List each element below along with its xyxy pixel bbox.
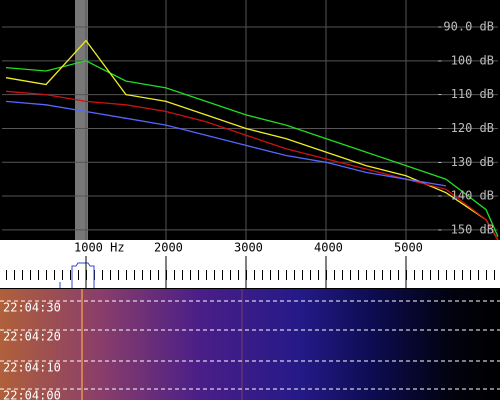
x-axis: 1000 Hz 2000 3000 4000 5000	[74, 241, 423, 288]
x-tick-label: 1000 Hz	[74, 241, 125, 255]
time-label: 22:04:30	[3, 301, 61, 315]
trace	[5, 100, 447, 187]
y-axis: -90.0 dB - 100 dB - 110 dB - 120 dB - 130 dB…	[436, 20, 494, 237]
y-tick-label: - 140 dB	[436, 189, 494, 203]
trace	[5, 60, 499, 237]
minor-ticks	[0, 268, 500, 288]
y-tick-label: - 120 dB	[436, 121, 494, 135]
y-tick-label: - 100 dB	[436, 53, 494, 67]
filter-indicator	[59, 262, 95, 288]
y-tick-label: - 110 dB	[436, 87, 494, 101]
x-tick-label: 5000	[394, 241, 423, 255]
time-label: 22:04:00	[3, 389, 61, 400]
x-tick-label: 3000	[234, 241, 263, 255]
waterfall	[0, 289, 500, 400]
trace	[5, 39, 499, 241]
time-label: 22:04:10	[3, 361, 61, 375]
trace	[5, 90, 499, 241]
y-tick-label: - 130 dB	[436, 155, 494, 169]
x-tick-label: 4000	[314, 241, 343, 255]
x-tick-label: 2000	[154, 241, 183, 255]
time-labels: 22:04:30 22:04:20 22:04:10 22:04:00	[0, 300, 500, 400]
y-tick-label: -90.0 dB	[436, 20, 494, 34]
grid	[2, 0, 498, 240]
y-tick-label: - 150 dB	[436, 222, 494, 236]
traces	[5, 39, 499, 241]
time-label: 22:04:20	[3, 330, 61, 344]
marker-band	[75, 0, 88, 240]
